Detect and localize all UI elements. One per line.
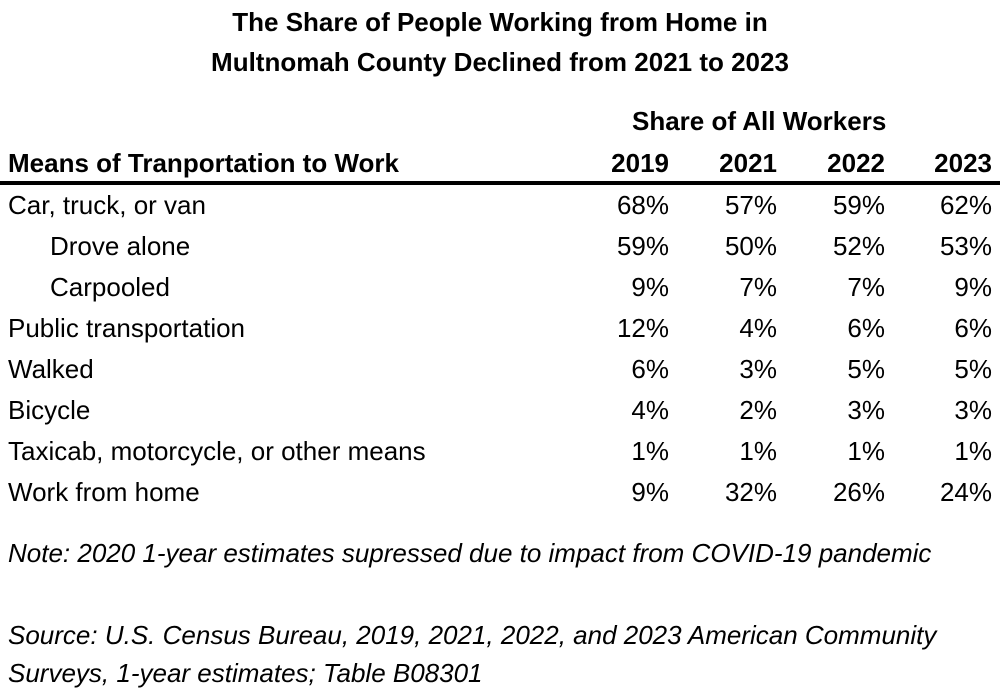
row-label: Car, truck, or van (8, 190, 206, 220)
cell-2023: 9% (954, 272, 992, 302)
cell-2021: 57% (724, 190, 777, 220)
row-label: Drove alone (50, 231, 191, 261)
cell-2023: 3% (954, 395, 992, 425)
cell-2022: 59% (832, 190, 885, 220)
cell-2023: 5% (954, 354, 992, 384)
cell-2019: 12% (616, 313, 669, 343)
cell-2021: 1% (739, 436, 777, 466)
title-line-1: The Share of People Working from Home in (232, 7, 768, 37)
table-title: The Share of People Working from Home in… (0, 2, 1000, 82)
cell-2022: 3% (847, 395, 885, 425)
cell-2023: 53% (939, 231, 992, 261)
year-header-2022: 2022 (827, 148, 885, 178)
header-rule (0, 181, 1000, 185)
cell-2021: 2% (739, 395, 777, 425)
cell-2019: 4% (631, 395, 669, 425)
cell-2022: 5% (847, 354, 885, 384)
cell-2021: 50% (724, 231, 777, 261)
row-label: Carpooled (50, 272, 170, 302)
source-text: Source: U.S. Census Bureau, 2019, 2021, … (8, 620, 937, 688)
cell-2021: 4% (739, 313, 777, 343)
year-header-2019: 2019 (611, 148, 669, 178)
cell-2019: 9% (631, 272, 669, 302)
title-line-2: Multnomah County Declined from 2021 to 2… (211, 47, 789, 77)
cell-2019: 68% (616, 190, 669, 220)
note-text: Note: 2020 1-year estimates supressed du… (8, 538, 932, 568)
row-label: Taxicab, motorcycle, or other means (8, 436, 426, 466)
cell-2022: 1% (847, 436, 885, 466)
year-header-2023: 2023 (934, 148, 992, 178)
cell-2019: 59% (616, 231, 669, 261)
cell-2022: 6% (847, 313, 885, 343)
row-header: Means of Tranportation to Work (8, 148, 399, 178)
cell-2023: 24% (939, 477, 992, 507)
cell-2021: 32% (724, 477, 777, 507)
group-header: Share of All Workers (632, 106, 887, 136)
cell-2022: 52% (832, 231, 885, 261)
row-label: Work from home (8, 477, 200, 507)
year-header-2021: 2021 (719, 148, 777, 178)
cell-2023: 6% (954, 313, 992, 343)
cell-2019: 1% (631, 436, 669, 466)
row-label: Bicycle (8, 395, 91, 425)
row-label: Walked (8, 354, 94, 384)
cell-2023: 62% (939, 190, 992, 220)
cell-2023: 1% (954, 436, 992, 466)
row-label: Public transportation (8, 313, 246, 343)
cell-2019: 9% (631, 477, 669, 507)
cell-2021: 3% (739, 354, 777, 384)
cell-2022: 7% (847, 272, 885, 302)
cell-2021: 7% (739, 272, 777, 302)
cell-2022: 26% (832, 477, 885, 507)
cell-2019: 6% (631, 354, 669, 384)
